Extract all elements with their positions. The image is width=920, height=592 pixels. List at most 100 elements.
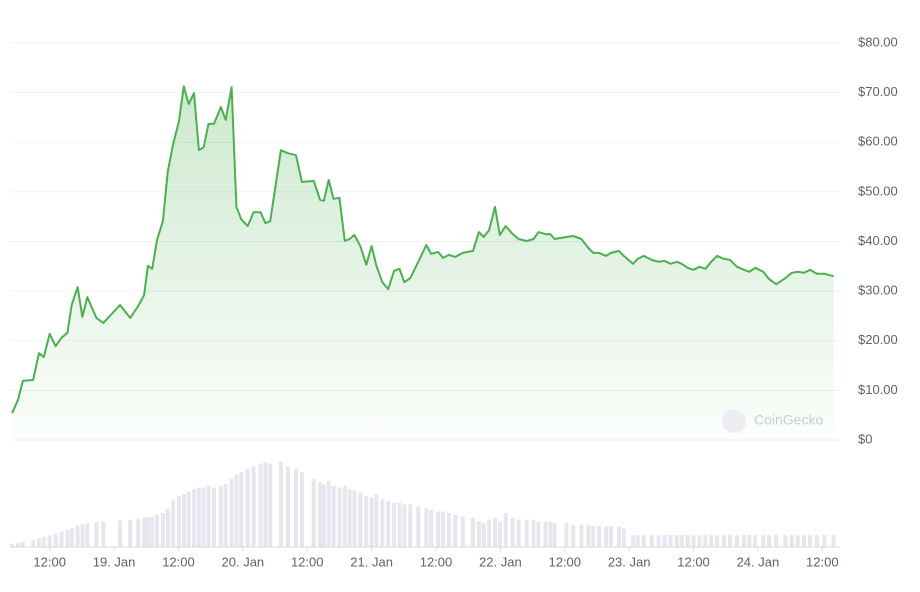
- x-tick-label: 12:00: [806, 554, 839, 569]
- volume-bar: [150, 516, 155, 547]
- volume-bar: [795, 535, 800, 547]
- volume-bar: [128, 519, 133, 547]
- volume-bar: [181, 494, 186, 547]
- volume-bar: [579, 524, 584, 547]
- x-tick-label: 24. Jan: [737, 554, 780, 569]
- volume-bar: [397, 502, 402, 547]
- volume-bar: [318, 482, 323, 547]
- volume-bar: [352, 490, 357, 547]
- volume-bar: [761, 535, 766, 547]
- x-tick-label: 19. Jan: [93, 554, 136, 569]
- x-tick-label: 12:00: [291, 554, 324, 569]
- volume-bar: [722, 535, 727, 547]
- volume-bar: [548, 521, 553, 547]
- price-area: [12, 86, 834, 440]
- volume-bar: [186, 491, 191, 547]
- volume-bar: [196, 487, 201, 547]
- volume-bar: [440, 511, 445, 547]
- volume-bar: [402, 504, 407, 547]
- volume-bar: [251, 466, 256, 547]
- volume-bar: [697, 535, 702, 547]
- volume-bar: [155, 514, 160, 547]
- volume-bar: [311, 479, 316, 547]
- volume-bar: [604, 526, 609, 547]
- volume-bar: [424, 507, 429, 547]
- volume-bar: [656, 535, 661, 547]
- volume-bar: [591, 525, 596, 547]
- x-tick-label: 21. Jan: [350, 554, 393, 569]
- volume-bar: [503, 513, 508, 547]
- x-tick-label: 12:00: [677, 554, 710, 569]
- volume-bar: [75, 525, 80, 547]
- volume-bar: [65, 530, 70, 547]
- volume-bar: [36, 538, 41, 547]
- volume-bar: [171, 500, 176, 547]
- volume-bar: [524, 519, 529, 547]
- volume-bar: [337, 487, 342, 547]
- volume-bar: [741, 535, 746, 547]
- volume-bar: [59, 531, 64, 547]
- x-tick-label: 12:00: [548, 554, 581, 569]
- volume-bar: [94, 522, 99, 547]
- volume-bar: [293, 468, 298, 547]
- volume-bar: [239, 472, 244, 547]
- volume-bar: [211, 487, 216, 547]
- volume-bar: [679, 535, 684, 547]
- volume-bar: [321, 484, 326, 547]
- volume-bar: [234, 474, 239, 547]
- volume-bar: [386, 501, 391, 547]
- y-tick-label: $80.00: [858, 34, 898, 49]
- volume-bar: [734, 535, 739, 547]
- volume-bar: [789, 535, 794, 547]
- volume-bar: [668, 535, 673, 547]
- x-tick-label: 12:00: [420, 554, 453, 569]
- volume-bar: [245, 468, 250, 547]
- volume-bar: [586, 524, 591, 547]
- volume-bar: [709, 535, 714, 547]
- volume-bar: [767, 535, 772, 547]
- volume-bar: [263, 462, 268, 547]
- volume-bar: [822, 535, 827, 547]
- volume-bar: [446, 513, 451, 547]
- volume-bar: [41, 536, 46, 547]
- x-tick-label: 12:00: [33, 554, 66, 569]
- volume-bar: [223, 484, 228, 547]
- volume-bar: [145, 517, 150, 547]
- volume-bar: [206, 485, 211, 547]
- x-tick-label: 22. Jan: [479, 554, 522, 569]
- x-tick-label: 12:00: [162, 554, 195, 569]
- volume-bar: [460, 516, 465, 547]
- volume-bar: [326, 480, 331, 547]
- volume-bar: [649, 535, 654, 547]
- volume-bar: [10, 543, 15, 547]
- volume-bar: [662, 535, 667, 547]
- volume-bar: [497, 521, 502, 547]
- volume-bar: [536, 521, 541, 547]
- y-tick-label: $20.00: [858, 332, 898, 347]
- volume-bar: [285, 466, 290, 547]
- volume-bars: [10, 462, 836, 547]
- volume-bar: [408, 504, 413, 547]
- volume-bar: [85, 523, 90, 547]
- volume-bar: [165, 508, 170, 547]
- volume-bar: [299, 472, 304, 547]
- volume-bar: [69, 528, 74, 547]
- volume-bar: [142, 518, 147, 547]
- volume-bar: [160, 513, 165, 547]
- volume-bar: [16, 542, 21, 547]
- volume-bar: [674, 535, 679, 547]
- volume-bar: [471, 518, 476, 547]
- y-tick-label: $10.00: [858, 382, 898, 397]
- price-line: [11, 85, 834, 414]
- volume-bar: [685, 535, 690, 547]
- volume-bar: [747, 535, 752, 547]
- volume-bar: [53, 533, 58, 547]
- axes: $0 $10.00 $20.00 $30.00 $40.00 $50.00 $60.00 $7…: [10, 34, 898, 569]
- volume-bar: [177, 496, 182, 547]
- volume-bar: [543, 521, 548, 547]
- volume-bar: [630, 535, 635, 547]
- volume-bar: [691, 535, 696, 547]
- watermark: CoinGecko: [754, 412, 823, 428]
- volume-bar: [802, 535, 807, 547]
